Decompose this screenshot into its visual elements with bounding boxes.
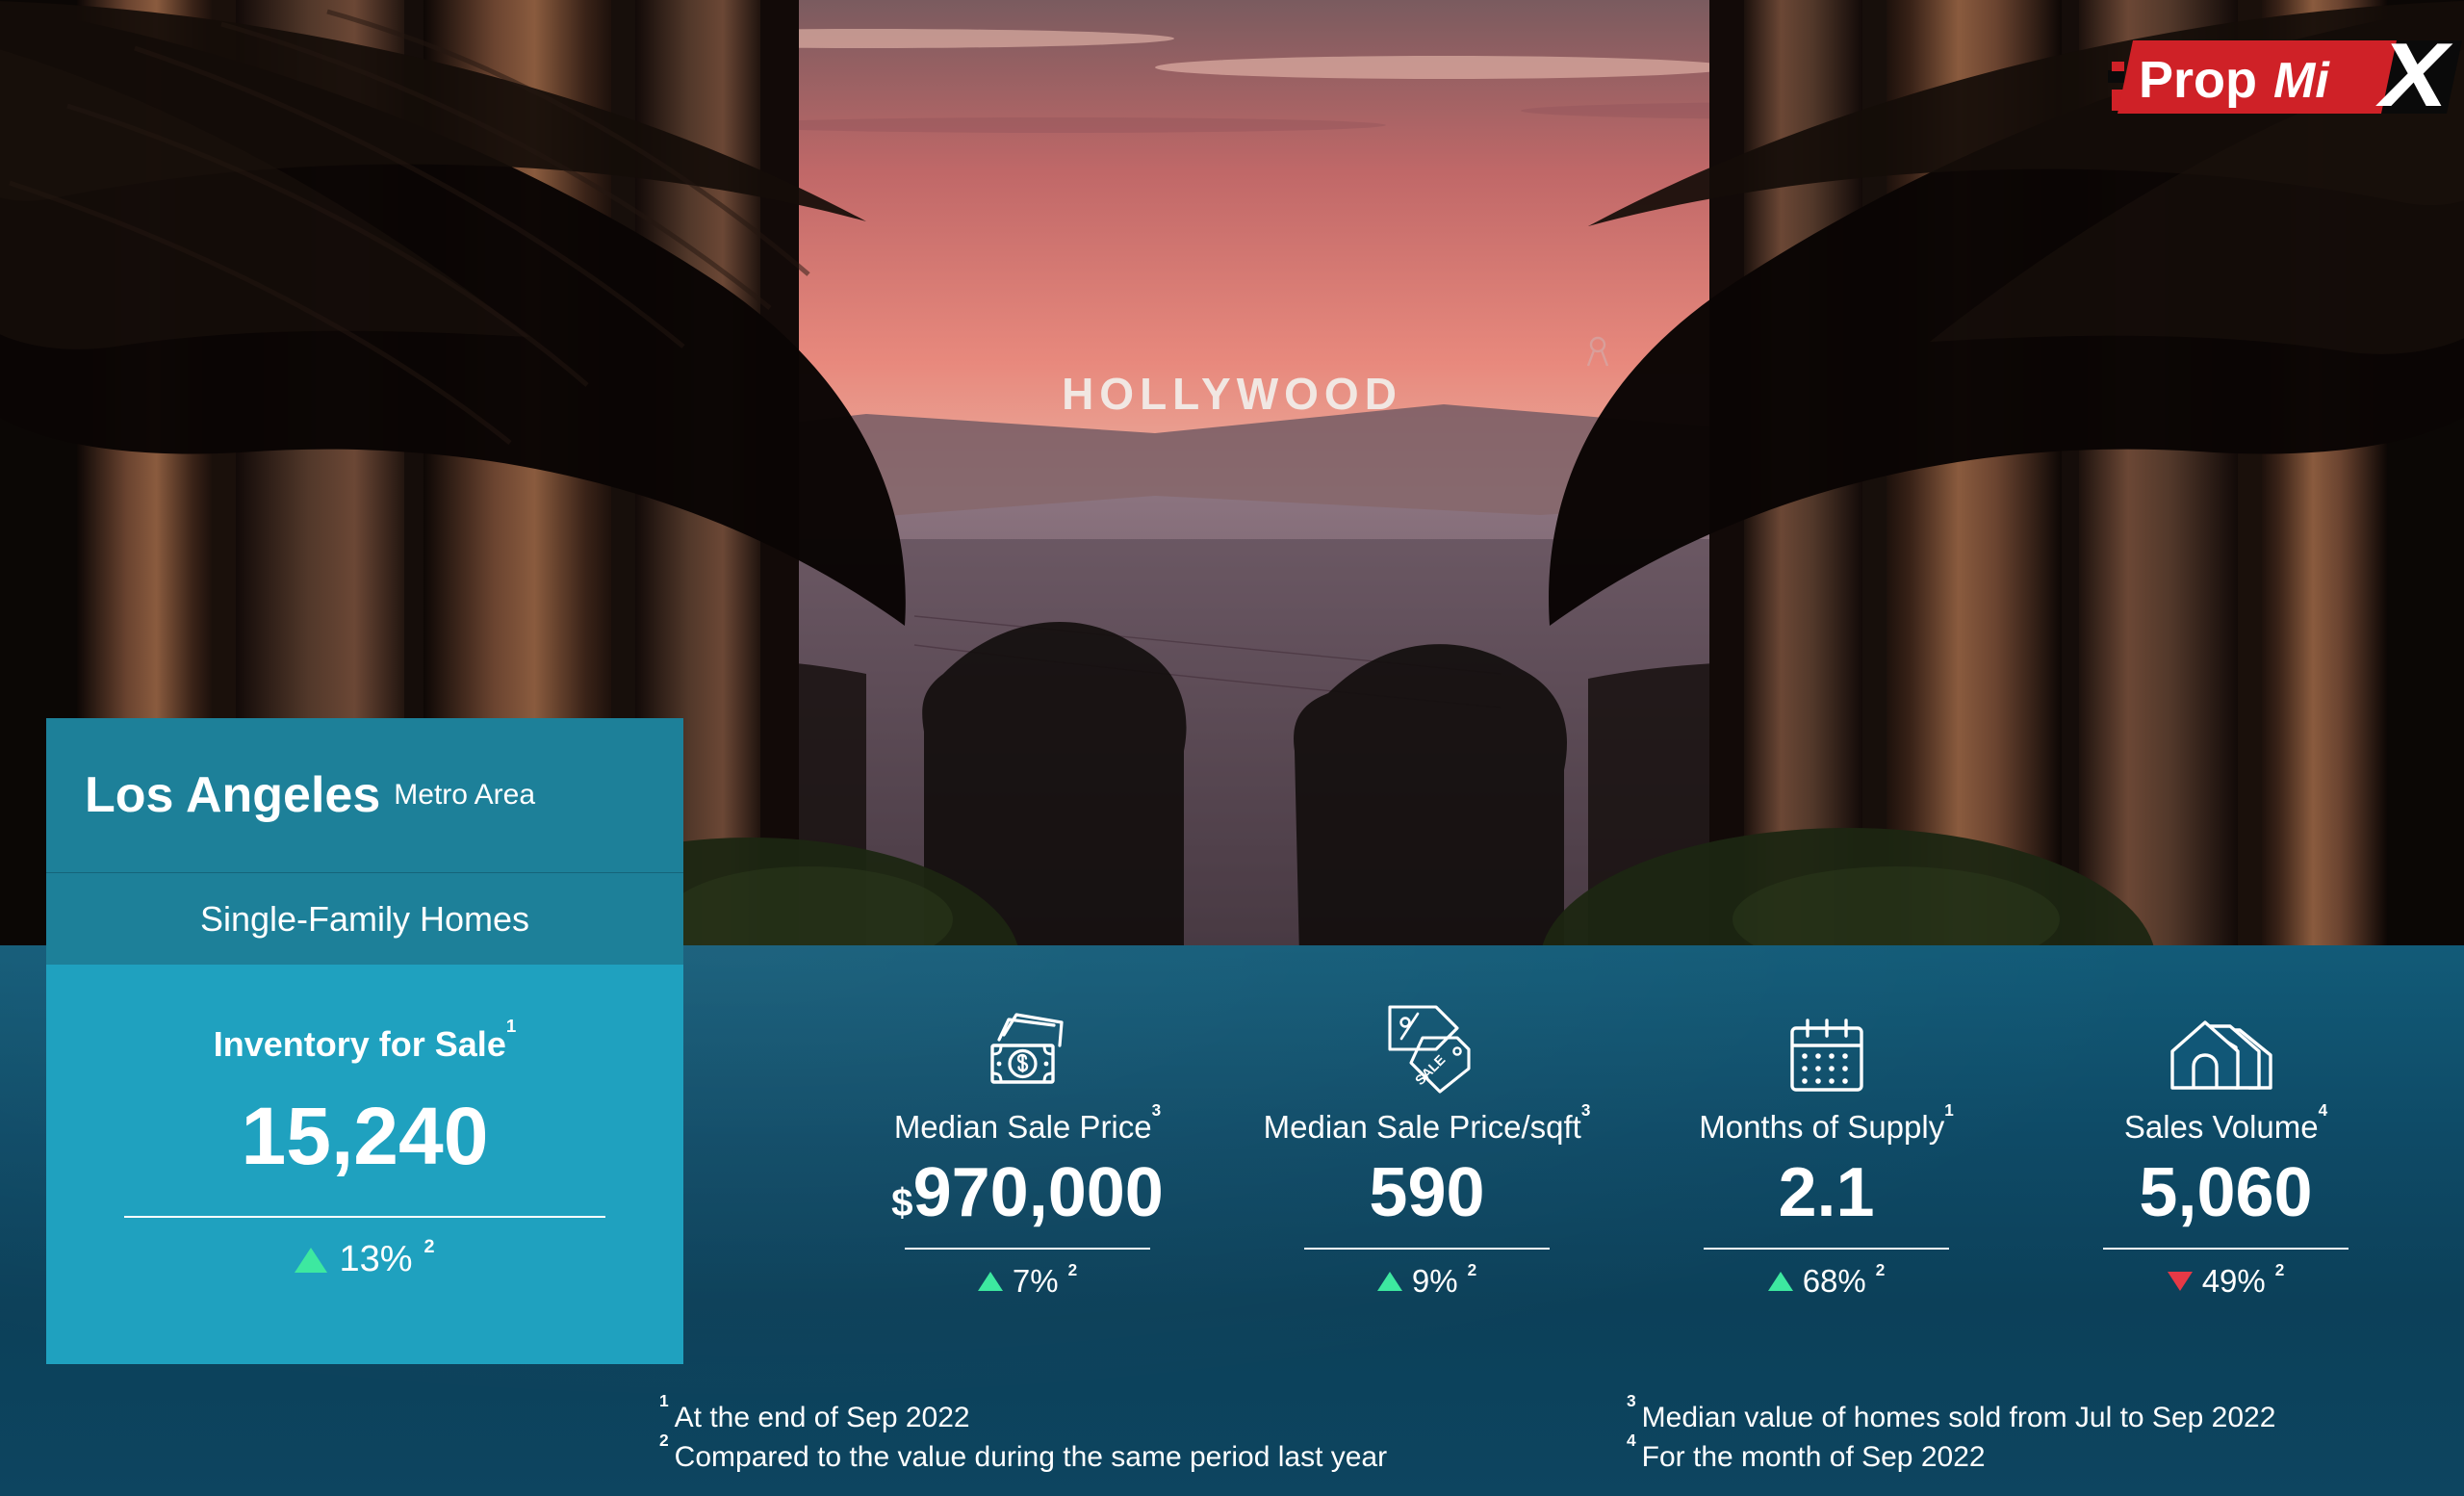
svg-text:Mi: Mi (2273, 53, 2330, 109)
svg-text:X: X (2375, 29, 2453, 125)
svg-text:Prop: Prop (2139, 51, 2257, 109)
